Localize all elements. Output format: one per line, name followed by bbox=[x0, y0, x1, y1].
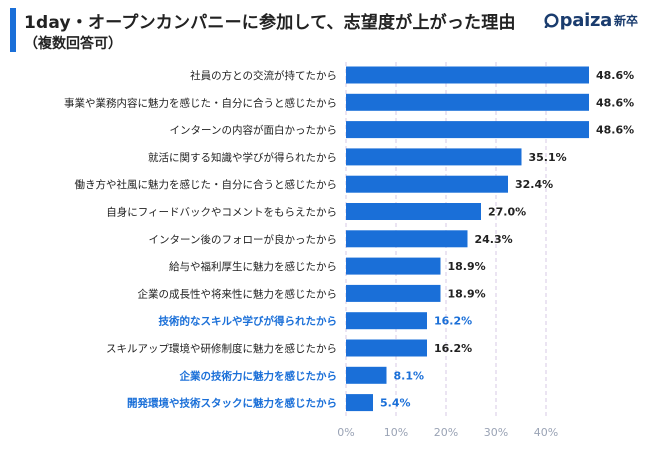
category-label: 社員の方との交流が持てたから bbox=[190, 69, 337, 82]
x-axis-ticks: 0% 10% 20% 30% 40% bbox=[337, 426, 558, 439]
paiza-logo: paiza 新卒 bbox=[544, 10, 638, 31]
value-label: 16.2% bbox=[434, 342, 472, 355]
category-label: 就活に関する知識や学びが得られたから bbox=[148, 151, 337, 164]
value-label: 48.6% bbox=[596, 96, 634, 109]
bars bbox=[346, 66, 589, 412]
category-label: 技術的なスキルや学びが得られたから bbox=[159, 315, 338, 328]
value-label: 48.6% bbox=[596, 124, 634, 137]
x-tick-label: 0% bbox=[337, 426, 354, 439]
value-label: 5.4% bbox=[380, 397, 411, 410]
value-label: 18.9% bbox=[448, 287, 486, 300]
x-tick-label: 30% bbox=[484, 426, 508, 439]
chart-title: 1day・オープンカンパニーに参加して、志望度が上がった理由 bbox=[24, 13, 516, 33]
bar bbox=[346, 366, 387, 384]
value-label: 35.1% bbox=[529, 151, 567, 164]
bar bbox=[346, 394, 373, 412]
title-accent-bar bbox=[10, 8, 16, 52]
category-label: 給与や福利厚生に魅力を感じたから bbox=[169, 260, 337, 273]
bar bbox=[346, 312, 427, 330]
chart-subtitle: （複数回答可） bbox=[24, 36, 122, 52]
category-label: スキルアップ環境や研修制度に魅力を感じたから bbox=[106, 342, 337, 355]
category-label: インターン後のフォローが良かったから bbox=[149, 233, 337, 246]
category-label: インターンの内容が面白かったから bbox=[170, 124, 337, 137]
bar bbox=[346, 121, 589, 139]
value-label: 8.1% bbox=[394, 369, 425, 382]
logo-wordmark: paiza bbox=[559, 10, 613, 31]
bar bbox=[346, 66, 589, 84]
x-tick-label: 40% bbox=[534, 426, 558, 439]
bar bbox=[346, 284, 441, 302]
value-label: 16.2% bbox=[434, 315, 472, 328]
value-labels: 48.6% 48.6% 48.6% 35.1% 32.4% 27.0% 24.3% 18.9%… bbox=[380, 69, 634, 410]
category-label: 開発環境や技術スタックに魅力を感じたから bbox=[127, 397, 337, 410]
bar bbox=[346, 93, 589, 111]
category-label: 企業の成長性や将来性に魅力を感じたから bbox=[138, 287, 338, 300]
category-label: 働き方や社風に魅力を感じた・自分に合うと感じたから bbox=[75, 178, 338, 191]
bar bbox=[346, 339, 427, 357]
value-label: 27.0% bbox=[488, 206, 526, 219]
bar bbox=[346, 203, 481, 220]
category-labels: 社員の方との交流が持てたから事業や業務内容に魅力を感じた・自分に合うと感じたから… bbox=[64, 69, 337, 410]
value-label: 24.3% bbox=[475, 233, 513, 246]
x-tick-label: 20% bbox=[434, 426, 458, 439]
value-label: 32.4% bbox=[515, 178, 553, 191]
category-label: 企業の技術力に魅力を感じたから bbox=[179, 369, 338, 382]
category-label: 自身にフィードバックやコメントをもらえたから bbox=[106, 206, 337, 219]
bar bbox=[346, 230, 468, 248]
category-label: 事業や業務内容に魅力を感じた・自分に合うと感じたから bbox=[64, 96, 337, 109]
value-label: 48.6% bbox=[596, 69, 634, 82]
x-tick-label: 10% bbox=[384, 426, 408, 439]
bar bbox=[346, 257, 441, 275]
bar bbox=[346, 148, 522, 166]
value-label: 18.9% bbox=[448, 260, 486, 273]
paiza-logo-icon bbox=[544, 13, 559, 28]
logo-suffix: 新卒 bbox=[613, 14, 638, 28]
bar bbox=[346, 175, 508, 193]
